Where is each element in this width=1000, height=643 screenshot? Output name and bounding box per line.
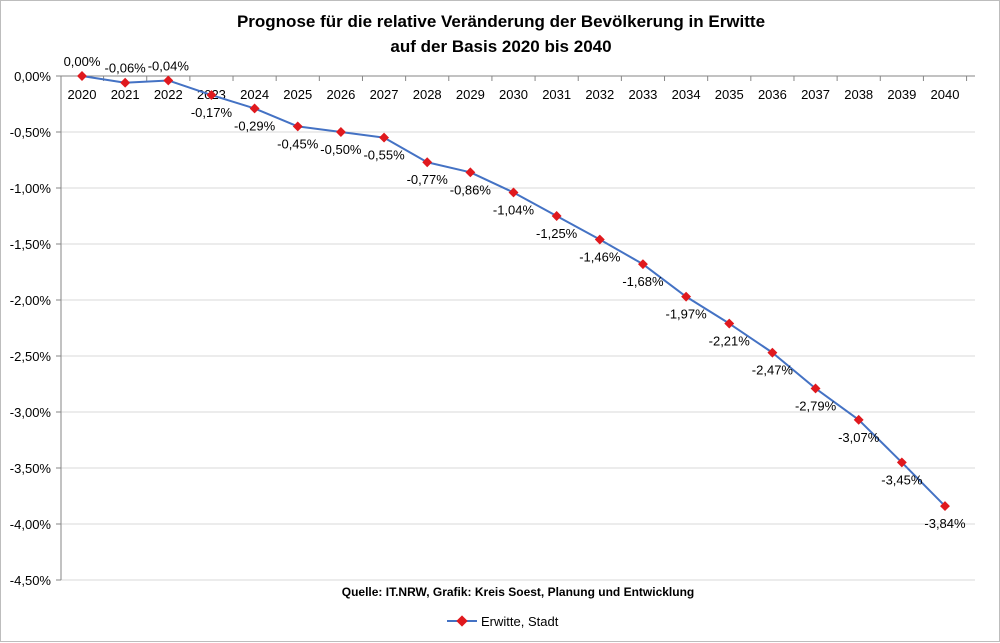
x-tick-label: 2034 xyxy=(672,87,701,102)
data-point-marker xyxy=(163,75,174,86)
y-tick-label: -1,50% xyxy=(10,237,52,252)
x-tick-label: 2022 xyxy=(154,87,183,102)
data-point-marker xyxy=(508,187,519,198)
data-label: -1,25% xyxy=(536,226,578,241)
data-label: -2,21% xyxy=(709,334,751,349)
x-tick-label: 2037 xyxy=(801,87,830,102)
data-label: -0,86% xyxy=(450,182,492,197)
data-point-marker xyxy=(249,103,260,114)
data-label: -0,50% xyxy=(320,142,362,157)
data-label: -0,04% xyxy=(148,58,190,73)
data-point-marker xyxy=(335,127,346,137)
axes: 0,00% -0,50% -1,00% -1,50% -2,00% -2,50% -3,00… xyxy=(10,69,975,588)
data-point-marker xyxy=(853,414,864,425)
x-tick-label: 2032 xyxy=(585,87,614,102)
data-label: -0,77% xyxy=(407,172,449,187)
x-tick-label: 2036 xyxy=(758,87,787,102)
gridlines xyxy=(61,131,975,581)
data-label: -0,45% xyxy=(277,136,319,151)
series-line xyxy=(81,75,946,507)
data-point-marker xyxy=(724,318,735,329)
y-tick-label: -2,50% xyxy=(10,349,52,364)
data-label: -3,84% xyxy=(924,516,966,531)
data-point-marker xyxy=(681,291,692,302)
data-point-marker xyxy=(292,121,303,132)
data-point-marker xyxy=(422,157,433,168)
y-tick-label: -0,50% xyxy=(10,125,52,140)
data-point-marker xyxy=(77,71,87,81)
data-point-marker xyxy=(379,132,389,143)
series-erwitte xyxy=(77,71,950,512)
legend-label: Erwitte, Stadt xyxy=(481,614,559,629)
data-label: -0,17% xyxy=(191,105,233,120)
x-tick-label: 2027 xyxy=(370,87,399,102)
x-tick-label: 2039 xyxy=(887,87,916,102)
data-point-marker xyxy=(896,457,907,468)
x-tick-label: 2020 xyxy=(68,87,97,102)
legend-marker-swatch xyxy=(456,615,468,627)
data-point-marker xyxy=(767,347,778,358)
x-tick-label: 2025 xyxy=(283,87,312,102)
y-tick-label: 0,00% xyxy=(14,69,51,84)
data-point-marker xyxy=(120,77,131,88)
data-label: -3,45% xyxy=(881,472,923,487)
x-tick-label: 2028 xyxy=(413,87,442,102)
x-tick-label: 2040 xyxy=(931,87,960,102)
y-tick-label: -4,50% xyxy=(10,573,52,588)
x-tick-label: 2021 xyxy=(111,87,140,102)
data-label: -1,68% xyxy=(622,274,664,289)
data-label: -3,07% xyxy=(838,430,880,445)
data-point-marker xyxy=(206,90,217,100)
data-point-marker xyxy=(551,211,562,221)
y-tick-label: -2,00% xyxy=(10,293,52,308)
data-label: -1,04% xyxy=(493,202,535,217)
x-tick-label: 2038 xyxy=(844,87,873,102)
data-label: -2,79% xyxy=(795,398,837,413)
data-point-marker xyxy=(638,259,648,270)
data-label: -0,55% xyxy=(363,148,405,163)
data-label: -0,29% xyxy=(234,118,276,133)
y-tick-label: -1,00% xyxy=(10,181,52,196)
x-tick-label: 2030 xyxy=(499,87,528,102)
data-label: 0,00% xyxy=(64,54,101,69)
x-tick-label: 2029 xyxy=(456,87,485,102)
x-tick-label: 2024 xyxy=(240,87,269,102)
x-tick-label: 2031 xyxy=(542,87,571,102)
data-point-marker xyxy=(810,383,821,394)
x-tick-label: 2033 xyxy=(628,87,657,102)
data-point-marker xyxy=(594,234,605,245)
y-tick-label: -4,00% xyxy=(10,517,52,532)
data-point-marker xyxy=(465,167,476,178)
source-note: Quelle: IT.NRW, Grafik: Kreis Soest, Pla… xyxy=(342,585,695,599)
data-label: -2,47% xyxy=(752,363,794,378)
data-label: -1,97% xyxy=(665,307,707,322)
y-tick-label: -3,50% xyxy=(10,461,52,476)
legend: Erwitte, Stadt xyxy=(447,614,559,629)
data-labels: 0,00% -0,06% -0,04% -0,17%-0,29%-0,45% -0,50… xyxy=(64,54,966,531)
chart-title-line1: Prognose für die relative Veränderung de… xyxy=(237,12,765,31)
data-label: -0,06% xyxy=(105,61,147,76)
data-point-marker xyxy=(940,501,950,512)
chart-title-line2: auf der Basis 2020 bis 2040 xyxy=(390,37,611,56)
x-tick-label: 2035 xyxy=(715,87,744,102)
data-label: -1,46% xyxy=(579,250,621,265)
x-tick-label: 2026 xyxy=(326,87,355,102)
y-tick-label: -3,00% xyxy=(10,405,52,420)
